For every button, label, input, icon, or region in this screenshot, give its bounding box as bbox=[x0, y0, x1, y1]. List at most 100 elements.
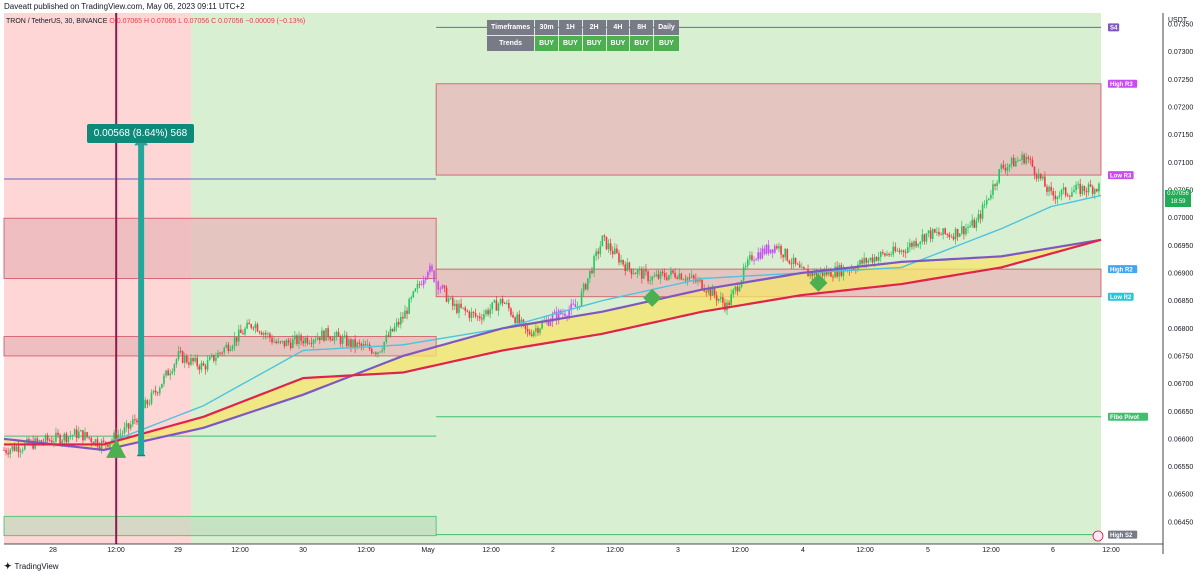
candle-body bbox=[381, 349, 383, 352]
candle-body bbox=[661, 271, 664, 273]
candle-body bbox=[393, 326, 396, 332]
candle-body bbox=[92, 442, 95, 445]
candle-body bbox=[911, 242, 913, 247]
candle-body bbox=[965, 228, 967, 235]
candle-body bbox=[879, 252, 882, 257]
buy-signal-diamond-1 bbox=[643, 288, 662, 307]
current-price-tag: 0.07056 18:59 bbox=[1165, 190, 1191, 207]
time-tick-label: 12:00 bbox=[482, 547, 500, 554]
candle-body bbox=[890, 254, 892, 256]
candle-body bbox=[759, 252, 762, 259]
candle-body bbox=[998, 169, 1000, 183]
candle-body bbox=[233, 337, 236, 347]
ohlc-values: O 0.07065 H 0.07065 L 0.07056 C 0.07056 … bbox=[109, 18, 306, 25]
candle-body bbox=[362, 344, 365, 346]
candle-body bbox=[682, 279, 685, 281]
candle-body bbox=[587, 278, 589, 290]
candle-body bbox=[109, 442, 111, 447]
candle-body bbox=[821, 270, 824, 276]
candle-body bbox=[734, 286, 737, 291]
candle-body bbox=[742, 267, 745, 281]
candle-body bbox=[771, 249, 774, 253]
candle-body bbox=[395, 322, 398, 327]
candle-body bbox=[541, 322, 543, 329]
tf-header-4h: 4H bbox=[606, 20, 630, 35]
candle-body bbox=[977, 214, 980, 221]
candle-body bbox=[715, 295, 718, 301]
candle-body bbox=[431, 265, 433, 271]
candle-body bbox=[267, 333, 269, 335]
candle-body bbox=[653, 276, 656, 277]
candle-body bbox=[244, 328, 246, 335]
candle-body bbox=[402, 316, 404, 319]
time-tick-label: 28 bbox=[49, 547, 57, 554]
candle-body bbox=[221, 352, 223, 354]
candle-body bbox=[275, 341, 277, 344]
candle-body bbox=[825, 270, 828, 275]
candle-body bbox=[495, 300, 498, 311]
candle-body bbox=[778, 245, 780, 249]
candle-body bbox=[454, 303, 456, 307]
candle-body bbox=[323, 330, 325, 341]
candle-body bbox=[252, 327, 255, 329]
candle-body bbox=[557, 310, 560, 321]
candle-body bbox=[960, 226, 963, 234]
candle-body bbox=[701, 279, 703, 290]
candle-body bbox=[634, 273, 637, 275]
candle-body bbox=[310, 342, 313, 344]
candle-body bbox=[726, 302, 728, 311]
candle-body bbox=[154, 390, 157, 393]
candle-body bbox=[1017, 160, 1019, 162]
candle-body bbox=[647, 271, 649, 281]
candle-body bbox=[121, 433, 124, 434]
candle-body bbox=[1060, 189, 1063, 196]
candle-body bbox=[277, 341, 280, 344]
candle-body bbox=[125, 423, 128, 428]
candle-body bbox=[144, 400, 147, 409]
price-tick-label: 0.07150 bbox=[1168, 132, 1193, 139]
candle-body bbox=[755, 259, 757, 261]
candle-body bbox=[427, 272, 429, 278]
candle-body bbox=[562, 313, 564, 315]
candle-body bbox=[389, 328, 392, 337]
candle-body bbox=[202, 363, 205, 366]
candle-body bbox=[294, 335, 296, 340]
candle-body bbox=[628, 262, 631, 269]
candle-body bbox=[63, 433, 66, 441]
trend-row-label: Trends bbox=[487, 36, 535, 51]
candle-body bbox=[992, 184, 994, 195]
price-tick-label: 0.06750 bbox=[1168, 353, 1193, 360]
current-price: 0.07056 bbox=[1167, 191, 1189, 197]
candle-body bbox=[904, 252, 907, 253]
candle-body bbox=[136, 420, 138, 423]
trend-30m: BUY bbox=[535, 36, 558, 51]
candle-body bbox=[117, 434, 120, 441]
time-tick-label: 30 bbox=[299, 547, 307, 554]
candle-body bbox=[624, 264, 627, 272]
candle-body bbox=[516, 314, 518, 323]
candle-body bbox=[533, 331, 535, 336]
candle-body bbox=[657, 274, 660, 279]
level-label-text: Low R3 bbox=[1110, 173, 1132, 179]
candle-body bbox=[1004, 168, 1007, 171]
candle-body bbox=[979, 214, 982, 219]
candles bbox=[3, 151, 1100, 459]
zone-0 bbox=[3, 217, 437, 279]
candle-body bbox=[227, 344, 230, 351]
candle-body bbox=[1054, 195, 1057, 200]
candle-body bbox=[709, 287, 712, 296]
candle-body bbox=[886, 253, 888, 256]
candle-body bbox=[186, 355, 188, 363]
candle-body bbox=[971, 219, 973, 226]
candle-body bbox=[994, 184, 996, 186]
level-label-tag bbox=[1108, 171, 1134, 180]
candle-body bbox=[150, 392, 153, 404]
candle-body bbox=[204, 365, 207, 370]
candle-body bbox=[210, 354, 213, 358]
candle-body bbox=[441, 285, 444, 289]
candle-body bbox=[564, 313, 566, 317]
candle-body bbox=[921, 234, 924, 242]
candle-body bbox=[956, 228, 959, 237]
candle-body bbox=[134, 419, 136, 421]
